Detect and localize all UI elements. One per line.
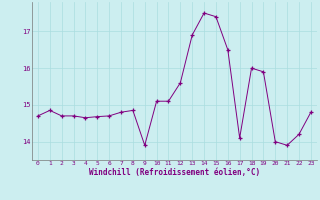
X-axis label: Windchill (Refroidissement éolien,°C): Windchill (Refroidissement éolien,°C) [89,168,260,177]
